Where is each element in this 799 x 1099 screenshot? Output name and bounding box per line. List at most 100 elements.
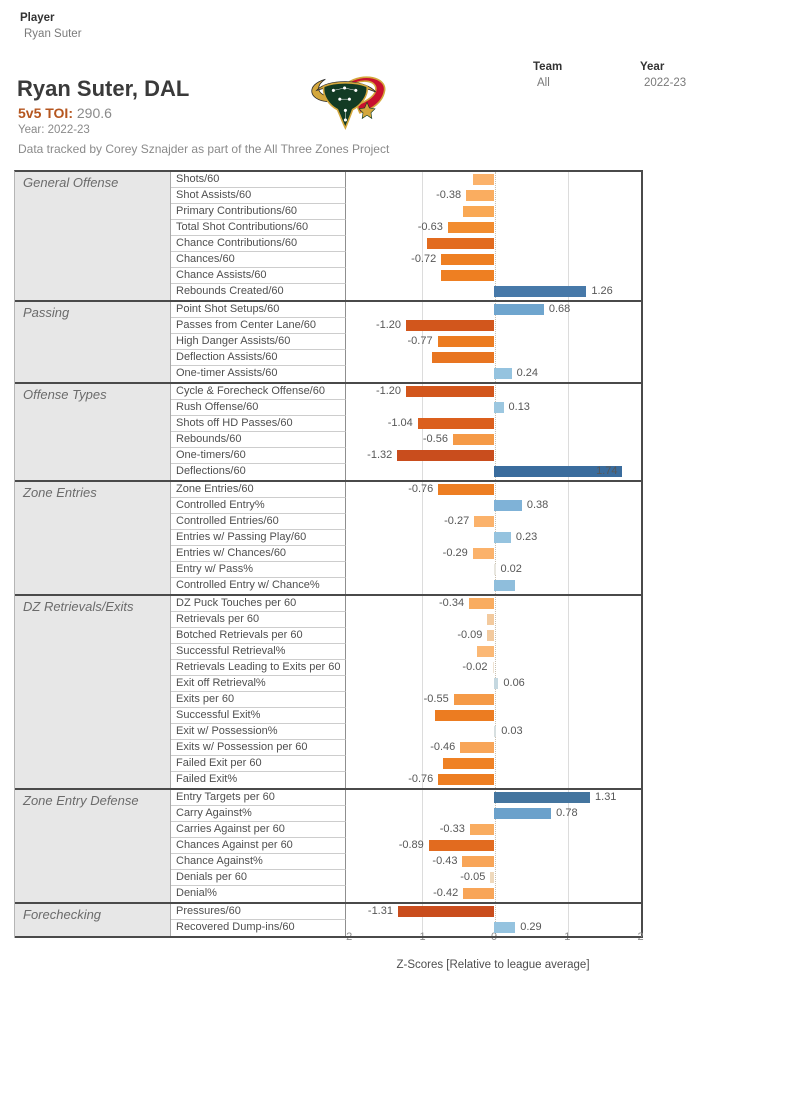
metric-label: Entries w/ Passing Play/60 (171, 530, 346, 546)
bar[interactable] (397, 450, 494, 461)
bar[interactable] (469, 824, 494, 835)
metric-label: Chances/60 (171, 252, 346, 268)
table-row: Denial% -0.42 (171, 886, 641, 902)
bar[interactable] (447, 222, 494, 233)
bar[interactable] (438, 484, 494, 495)
metric-label: Shot Assists/60 (171, 188, 346, 204)
bar[interactable] (469, 598, 494, 609)
metric-label: Chance Contributions/60 (171, 236, 346, 252)
metric-label: Shots/60 (171, 172, 346, 188)
table-row: Retrievals Leading to Exits per 60 -0.02 (171, 660, 641, 676)
bar[interactable] (472, 548, 494, 559)
bar[interactable] (486, 614, 494, 625)
section-zone-entries: Zone Entries Zone Entries/60 -0.76 Controll… (15, 482, 641, 596)
player-filter-value[interactable]: Ryan Suter (24, 28, 82, 40)
bar-cell: -1.20 (346, 384, 640, 400)
bar-cell: -0.43 (346, 854, 640, 870)
table-row: Successful Exit% (171, 708, 641, 724)
table-row: Carry Against% 0.78 (171, 806, 641, 822)
bar[interactable] (494, 466, 622, 477)
gridline (421, 172, 423, 938)
bar[interactable] (466, 190, 494, 201)
bar[interactable] (494, 678, 499, 689)
table-row: One-timers/60 -1.32 (171, 448, 641, 464)
bar-value-label: -0.43 (432, 855, 458, 867)
bar-value-label: -1.04 (387, 417, 413, 429)
bar-value-label: 0.38 (526, 499, 549, 511)
bar[interactable] (463, 888, 494, 899)
metric-label: Rush Offense/60 (171, 400, 346, 416)
table-row: Chances Against per 60 -0.89 (171, 838, 641, 854)
page-title: Ryan Suter, DAL (17, 76, 190, 101)
bar[interactable] (442, 758, 494, 769)
bar[interactable] (477, 646, 494, 657)
bar-cell (346, 708, 640, 724)
bar[interactable] (473, 174, 494, 185)
table-row: Chance Assists/60 (171, 268, 641, 284)
metric-label: Carry Against% (171, 806, 346, 822)
metric-label: Deflection Assists/60 (171, 350, 346, 366)
bar[interactable] (431, 352, 494, 363)
bar[interactable] (494, 532, 511, 543)
bar[interactable] (435, 710, 494, 721)
bar[interactable] (494, 402, 504, 413)
bar[interactable] (494, 500, 522, 511)
bar[interactable] (406, 320, 494, 331)
bar[interactable] (428, 840, 494, 851)
bar[interactable] (397, 906, 494, 917)
bar[interactable] (494, 726, 497, 737)
bar-value-label: -0.34 (439, 597, 465, 609)
bar[interactable] (427, 238, 494, 249)
team-filter-value[interactable]: All (537, 77, 550, 89)
metric-label: Retrievals Leading to Exits per 60 (171, 660, 346, 676)
bar[interactable] (460, 742, 494, 753)
bar-cell: -0.46 (346, 740, 640, 756)
bar[interactable] (494, 286, 587, 297)
bar[interactable] (406, 386, 494, 397)
bar[interactable] (441, 270, 494, 281)
bar-value-label: 0.78 (556, 807, 578, 819)
table-row: Cycle & Forecheck Offense/60 -1.20 (171, 384, 641, 400)
bar-cell: -0.42 (346, 886, 640, 902)
bar[interactable] (494, 368, 512, 379)
bar[interactable] (494, 304, 544, 315)
bar[interactable] (494, 922, 516, 933)
bar[interactable] (453, 694, 494, 705)
bar[interactable] (490, 872, 494, 883)
bar[interactable] (452, 434, 494, 445)
bar-value-label: 0.02 (500, 563, 522, 575)
bar[interactable] (492, 662, 494, 673)
bar[interactable] (437, 336, 494, 347)
table-row: Successful Retrieval% (171, 644, 641, 660)
metric-label: Carries Against per 60 (171, 822, 346, 838)
bar[interactable] (494, 792, 591, 803)
section-offense-types: Offense Types Cycle & Forecheck Offense/6… (15, 384, 641, 482)
metric-label: Total Shot Contributions/60 (171, 220, 346, 236)
bar[interactable] (463, 206, 494, 217)
toi-label: 5v5 TOI: (18, 105, 73, 121)
bar-cell (346, 578, 640, 594)
bar[interactable] (494, 564, 496, 575)
bar[interactable] (494, 808, 552, 819)
metric-label: Primary Contributions/60 (171, 204, 346, 220)
bar-cell: 1.74 (346, 464, 640, 480)
table-row: Chances/60 -0.72 (171, 252, 641, 268)
table-row: Entries w/ Chances/60 -0.29 (171, 546, 641, 562)
bar[interactable] (474, 516, 494, 527)
bar-cell: 1.26 (346, 284, 640, 300)
year-filter-value[interactable]: 2022-23 (644, 77, 687, 89)
bar-value-label: 1.31 (595, 791, 617, 803)
bar[interactable] (417, 418, 494, 429)
section-rows: Shots/60 Shot Assists/60 -0.38 Primary Cont… (171, 172, 641, 300)
bar[interactable] (441, 254, 494, 265)
bar[interactable] (494, 580, 515, 591)
bar[interactable] (438, 774, 494, 785)
metric-label: Point Shot Setups/60 (171, 302, 346, 318)
metric-label: Rebounds Created/60 (171, 284, 346, 300)
bar[interactable] (487, 630, 494, 641)
bar-cell: 0.29 (346, 920, 640, 936)
bar-cell (346, 350, 640, 366)
bar-value-label: -0.27 (444, 515, 470, 527)
bar-value-label: -0.38 (436, 189, 462, 201)
bar[interactable] (462, 856, 494, 867)
